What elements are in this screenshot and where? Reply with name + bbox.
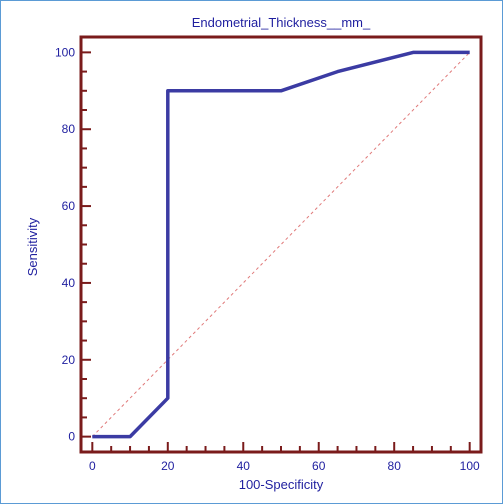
reference-diagonal-line [91, 52, 471, 437]
x-tick-label: 0 [89, 459, 96, 473]
x-tick-label: 20 [161, 459, 175, 473]
y-tick-label: 20 [62, 353, 76, 367]
chart-title: Endometrial_Thickness__mm_ [192, 15, 371, 30]
y-tick-label: 100 [55, 45, 75, 59]
plot-area-border [79, 35, 483, 454]
y-tick-label: 60 [62, 199, 76, 213]
x-axis-label: 100-Specificity [239, 477, 324, 492]
x-tick-label: 60 [312, 459, 326, 473]
y-axis-label: Sensitivity [25, 217, 40, 276]
x-tick-label: 100 [460, 459, 480, 473]
y-tick-label: 40 [62, 276, 76, 290]
x-tick-label: 80 [388, 459, 402, 473]
y-tick-label: 0 [68, 430, 75, 444]
y-tick-label: 80 [62, 122, 76, 136]
roc-curve-line [92, 50, 470, 439]
x-tick-label: 40 [237, 459, 251, 473]
